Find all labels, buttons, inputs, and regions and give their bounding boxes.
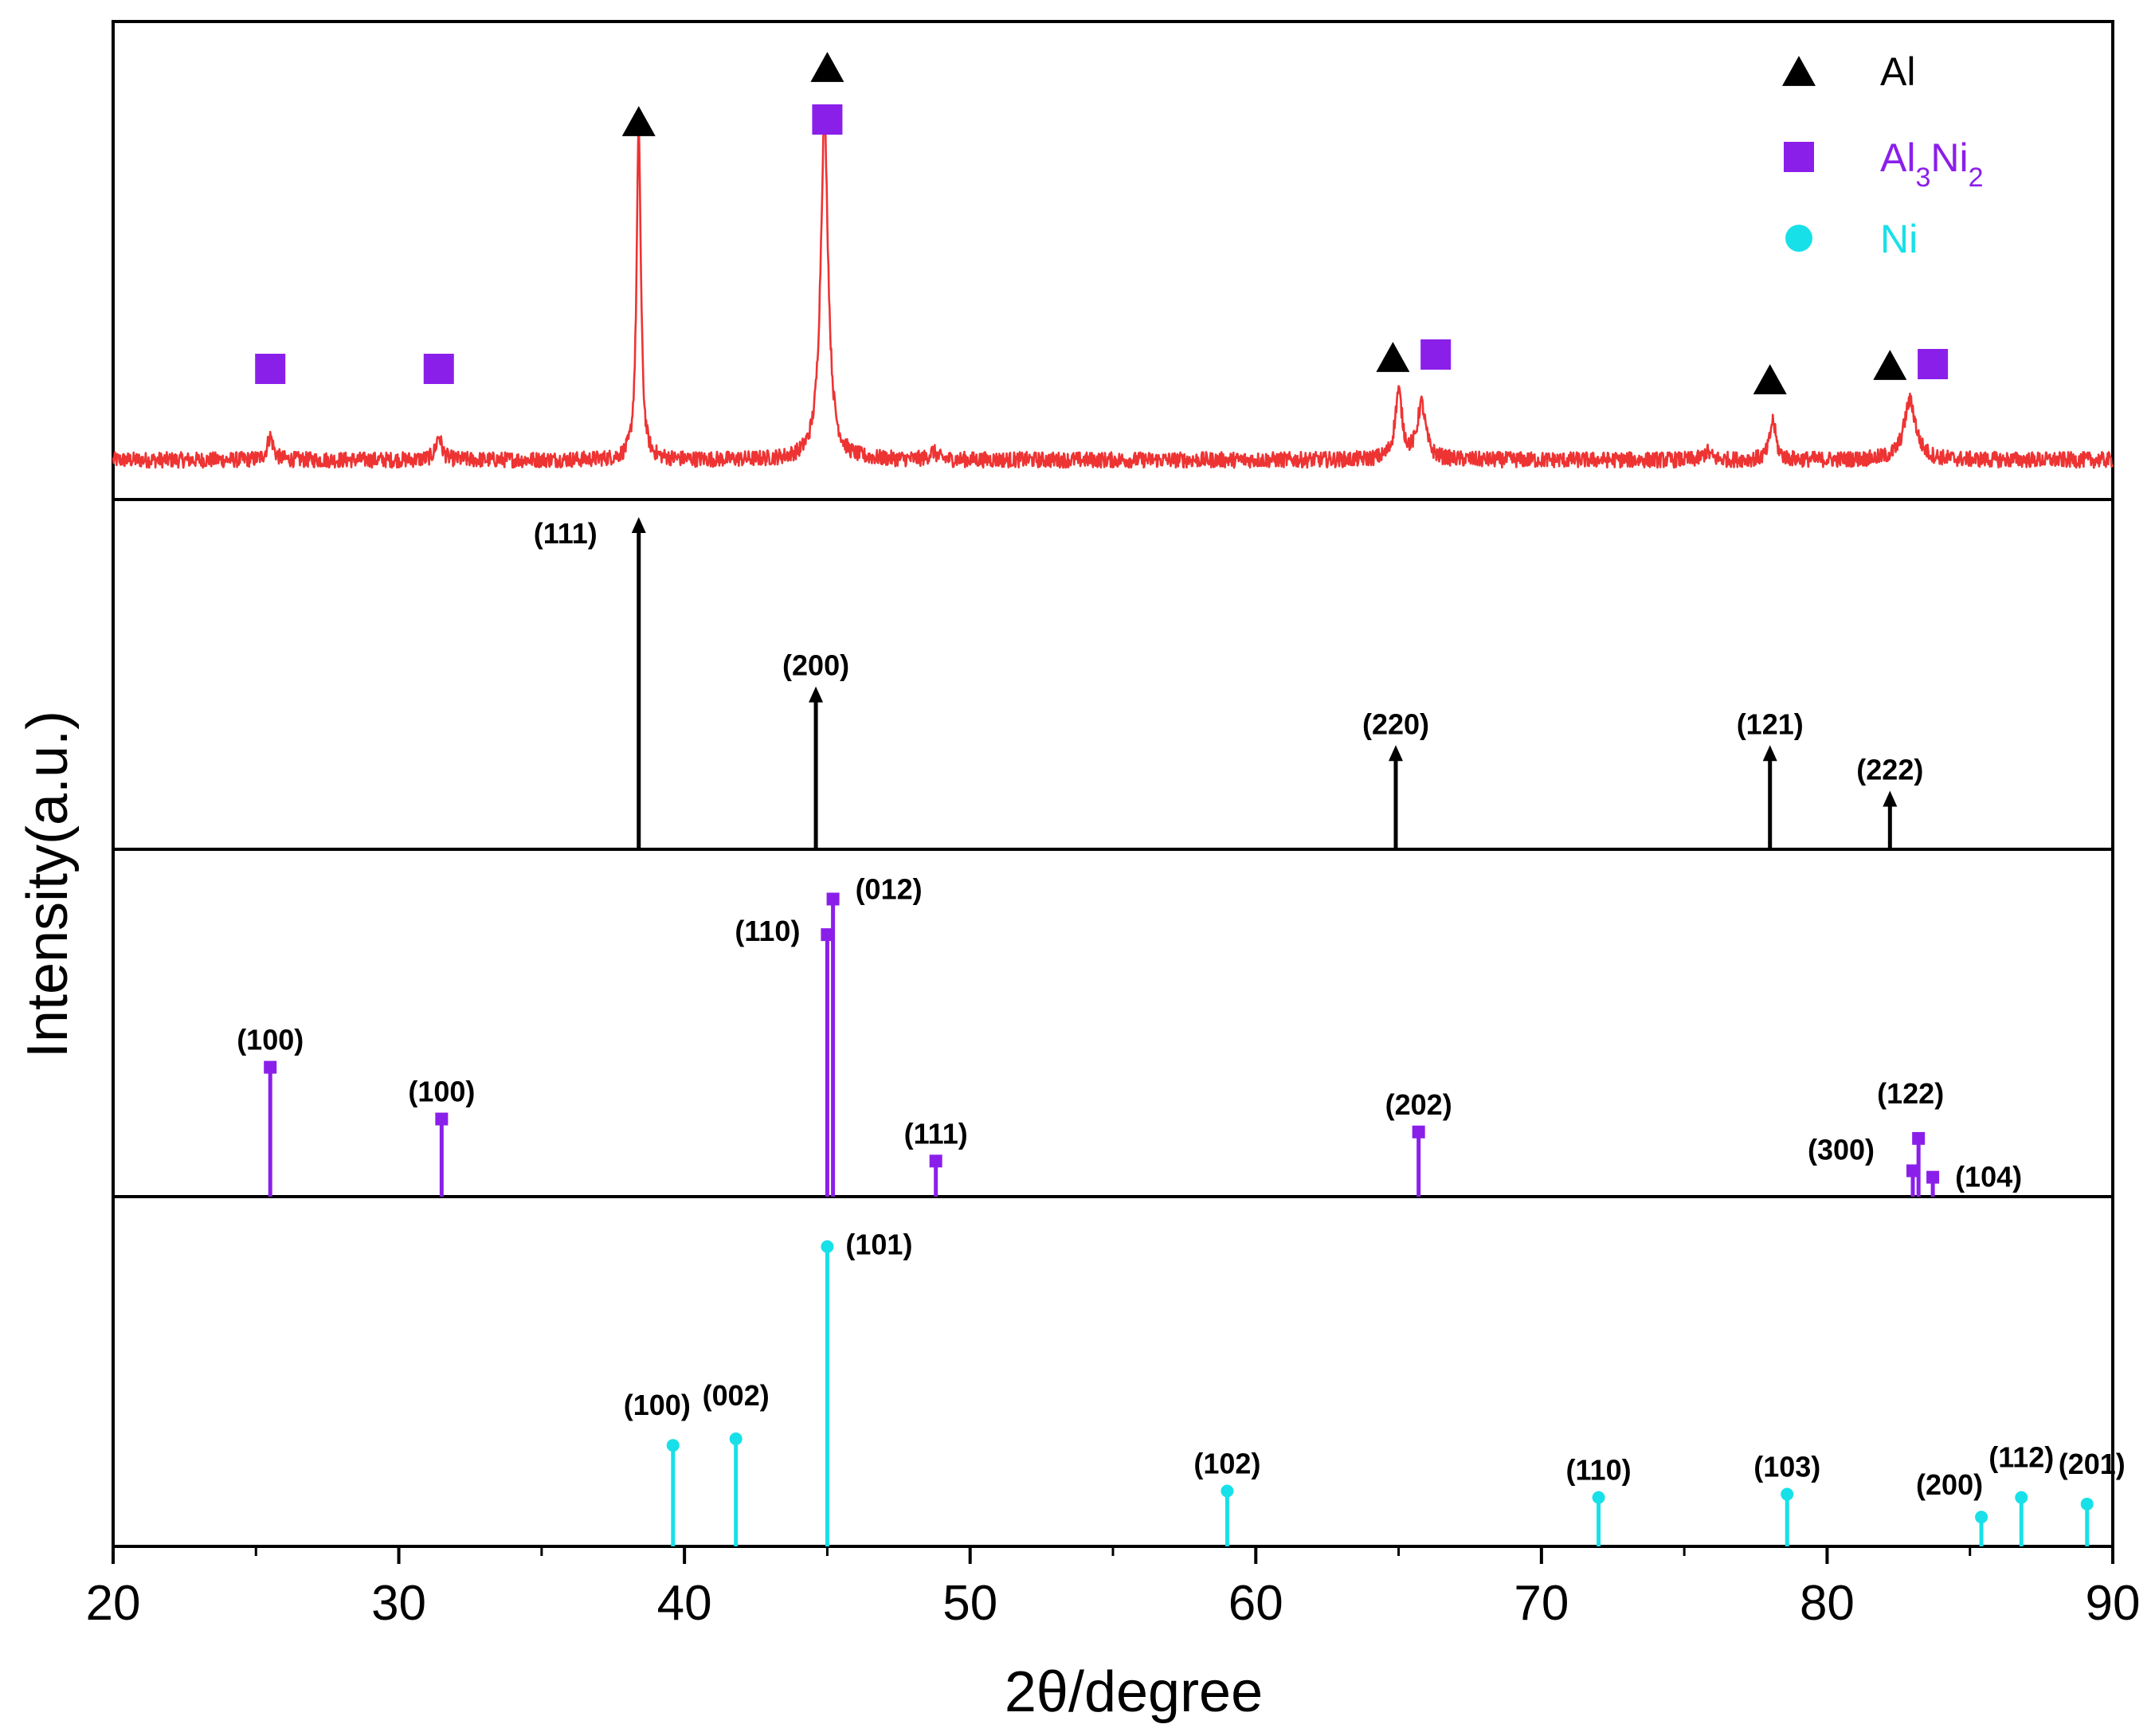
hkl-label: (201) — [2059, 1448, 2126, 1480]
x-tick-label: 30 — [371, 1576, 426, 1631]
legend-label: Ni — [1880, 217, 1918, 261]
circle-cap-icon — [2080, 1497, 2094, 1511]
hkl-label: (111) — [904, 1117, 968, 1150]
arrow-head-icon — [1883, 790, 1898, 807]
square-cap-icon — [826, 892, 840, 906]
hkl-label: (110) — [735, 915, 800, 947]
hkl-label: (100) — [237, 1024, 304, 1056]
x-axis-title: 2θ/degree — [1005, 1660, 1263, 1724]
al-peak-marker — [1376, 342, 1410, 372]
al3ni2-peak-marker — [812, 104, 843, 135]
reference-layer: (111) (200) (220) (121) (222) (100) (100) (110)… — [237, 517, 2126, 1546]
panels — [112, 20, 2114, 1548]
al-peak-marker — [1753, 364, 1787, 394]
x-tick-label: 50 — [942, 1576, 997, 1631]
circle-cap-icon — [729, 1432, 742, 1446]
legend-text: Ni — [1930, 135, 1968, 180]
hkl-label: (112) — [1988, 1441, 2054, 1474]
legend-subscript: 2 — [1969, 163, 1984, 193]
panel-frame-2 — [112, 498, 2114, 851]
reference-pattern-al: (111) (200) (220) (121) (222) — [534, 517, 1923, 849]
hkl-label: (101) — [845, 1229, 912, 1261]
al-peak-marker — [621, 106, 656, 136]
hkl-label: (103) — [1753, 1451, 1820, 1483]
hkl-label: (200) — [1916, 1468, 1983, 1501]
x-tick-label: 90 — [2086, 1576, 2141, 1631]
reference-pattern-al3ni2: (100) (100) (110) (012) (111) (202) (300)(122)… — [237, 872, 2022, 1197]
circle-cap-icon — [1221, 1484, 1234, 1498]
x-axis: 20 30 40 50 60 70 80 90 — [86, 1546, 2141, 1631]
al3ni2-peak-marker — [255, 354, 286, 384]
arrow-head-icon — [1388, 745, 1403, 762]
square-cap-icon — [264, 1060, 277, 1074]
panel-frame-4 — [112, 1195, 2114, 1548]
hkl-label: (122) — [1877, 1077, 1944, 1110]
arrow-head-icon — [1762, 745, 1777, 762]
square-cap-icon — [821, 928, 834, 942]
circle-cap-icon — [666, 1439, 680, 1452]
x-tick-label: 70 — [1514, 1576, 1569, 1631]
hkl-label: (002) — [703, 1379, 770, 1412]
legend-text: Al — [1880, 135, 1915, 180]
circle-cap-icon — [1592, 1491, 1605, 1504]
triangle-icon — [1782, 56, 1816, 86]
circle-cap-icon — [821, 1240, 834, 1253]
arrow-head-icon — [631, 517, 646, 533]
square-cap-icon — [1412, 1125, 1425, 1138]
x-tick-label: 40 — [657, 1576, 712, 1631]
legend-subscript: 3 — [1915, 163, 1930, 193]
legend-text: Al — [1880, 49, 1915, 94]
al3ni2-peak-marker — [1420, 339, 1452, 370]
x-tick-label: 80 — [1800, 1576, 1855, 1631]
legend-label: Al3Ni2 — [1880, 135, 1984, 193]
circle-cap-icon — [2015, 1491, 2028, 1504]
hkl-label: (110) — [1566, 1454, 1632, 1487]
legend-label: Al — [1880, 49, 1915, 94]
xrd-pattern-layer — [112, 52, 2114, 469]
x-tick-label: 60 — [1228, 1576, 1283, 1631]
hkl-label: (100) — [624, 1389, 691, 1421]
al-peak-marker — [1873, 350, 1907, 380]
square-cap-icon — [929, 1154, 942, 1168]
y-axis-title: Intensity(a.u.) — [16, 711, 80, 1058]
hkl-label: (012) — [856, 872, 923, 905]
legend-item-3: Ni — [1785, 217, 1918, 261]
hkl-label: (100) — [408, 1076, 475, 1108]
circle-cap-icon — [1781, 1487, 1794, 1501]
legend-item-1: Al — [1782, 49, 1915, 94]
xrd-pattern-line — [112, 119, 2114, 469]
x-tick-label: 20 — [86, 1576, 141, 1631]
legend-item-2: Al3Ni2 — [1784, 135, 1984, 193]
arrow-head-icon — [809, 686, 824, 703]
circle-cap-icon — [1975, 1511, 1988, 1524]
hkl-label: (300) — [1808, 1134, 1875, 1166]
square-cap-icon — [1926, 1170, 1940, 1184]
al3ni2-peak-marker — [1918, 349, 1949, 379]
panel-frame-1 — [112, 20, 2114, 501]
hkl-label: (200) — [782, 649, 849, 682]
legend-text: Ni — [1880, 217, 1918, 261]
al3ni2-peak-marker — [423, 354, 454, 384]
hkl-label: (111) — [534, 517, 598, 550]
square-cap-icon — [435, 1112, 449, 1126]
hkl-label: (220) — [1362, 707, 1429, 740]
hkl-label: (222) — [1856, 754, 1923, 786]
hkl-label: (121) — [1737, 707, 1804, 740]
square-icon — [1784, 142, 1814, 172]
square-cap-icon — [1906, 1164, 1919, 1178]
circle-icon — [1785, 225, 1812, 252]
hkl-label: (202) — [1385, 1088, 1452, 1121]
reference-pattern-ni: (100) (002) (101) (102) (110) (103) (200)(112)… — [624, 1229, 2126, 1546]
hkl-label: (104) — [1955, 1161, 2022, 1193]
hkl-label: (102) — [1193, 1447, 1260, 1479]
square-cap-icon — [1912, 1131, 1926, 1145]
al-peak-marker — [810, 52, 844, 82]
